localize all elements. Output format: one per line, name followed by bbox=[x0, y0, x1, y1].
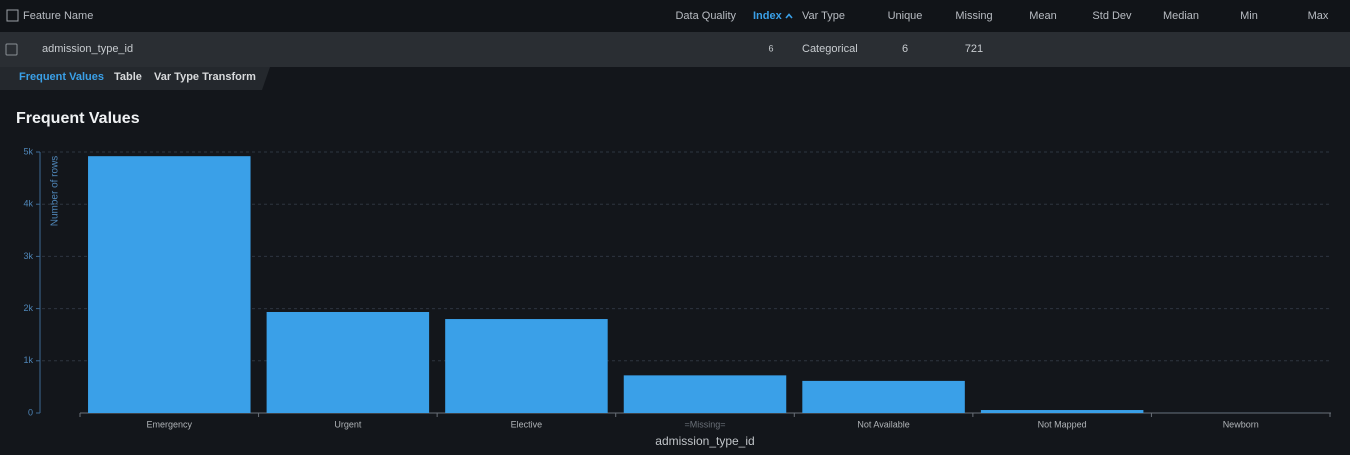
y-tick-label: 5k bbox=[23, 146, 33, 156]
x-tick-label: Newborn bbox=[1223, 419, 1259, 429]
cell: 721 bbox=[965, 43, 983, 55]
x-axis-label: admission_type_id bbox=[655, 434, 754, 448]
cell: 6 bbox=[768, 43, 773, 53]
column-header[interactable]: Feature Name bbox=[23, 10, 93, 22]
bar[interactable] bbox=[445, 319, 608, 413]
column-header[interactable]: Mean bbox=[1029, 10, 1057, 22]
y-tick-label: 0 bbox=[28, 407, 33, 417]
y-tick-label: 2k bbox=[23, 303, 33, 313]
table-row[interactable] bbox=[0, 32, 1350, 67]
x-tick-label: =Missing= bbox=[684, 419, 725, 429]
bar[interactable] bbox=[802, 380, 965, 413]
column-header[interactable]: Median bbox=[1163, 10, 1199, 22]
column-header[interactable]: Data Quality bbox=[675, 10, 736, 22]
cell: 6 bbox=[902, 43, 908, 55]
x-tick-label: Not Available bbox=[857, 419, 909, 429]
x-tick-label: Urgent bbox=[334, 419, 362, 429]
column-header[interactable]: Std Dev bbox=[1092, 10, 1132, 22]
tab[interactable]: Var Type Transform bbox=[154, 71, 256, 83]
select-all-checkbox[interactable] bbox=[6, 9, 19, 22]
cell: Categorical bbox=[802, 43, 858, 55]
column-header[interactable]: Missing bbox=[955, 10, 992, 22]
tab[interactable]: Frequent Values bbox=[19, 71, 104, 83]
row-checkbox[interactable] bbox=[5, 43, 18, 56]
tab-bar bbox=[0, 67, 270, 90]
column-header[interactable]: Min bbox=[1240, 10, 1258, 22]
column-header[interactable]: Unique bbox=[888, 10, 923, 22]
section-title: Frequent Values bbox=[16, 110, 140, 127]
bar[interactable] bbox=[980, 410, 1144, 413]
y-axis-label: Number of rows bbox=[50, 156, 61, 227]
cell: admission_type_id bbox=[42, 43, 133, 55]
column-header[interactable]: Index bbox=[753, 10, 783, 22]
y-tick-label: 3k bbox=[23, 251, 33, 261]
bar[interactable] bbox=[266, 311, 430, 413]
y-tick-label: 1k bbox=[23, 355, 33, 365]
tab[interactable]: Table bbox=[114, 71, 142, 83]
x-tick-label: Elective bbox=[511, 419, 543, 429]
x-tick-label: Emergency bbox=[147, 419, 193, 429]
column-header[interactable]: Max bbox=[1308, 10, 1329, 22]
table-header bbox=[0, 0, 1350, 32]
column-header[interactable]: Var Type bbox=[802, 10, 845, 22]
y-tick-label: 4k bbox=[23, 199, 33, 209]
bar[interactable] bbox=[88, 156, 251, 413]
x-tick-label: Not Mapped bbox=[1038, 419, 1087, 429]
sort-arrow[interactable] bbox=[785, 13, 793, 19]
bar[interactable] bbox=[623, 375, 787, 413]
